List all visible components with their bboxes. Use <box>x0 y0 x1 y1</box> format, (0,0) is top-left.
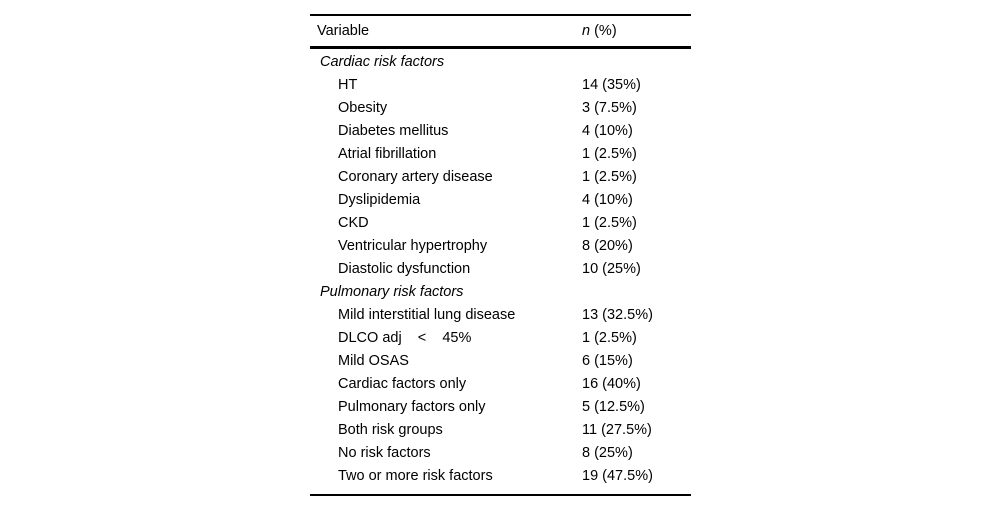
row-label: Coronary artery disease <box>338 169 493 185</box>
table-row: Pulmonary factors only 5 (12.5%) <box>310 396 691 419</box>
row-value: 3 (7.5%) <box>582 100 637 116</box>
row-label: Cardiac factors only <box>338 376 467 392</box>
row-label: No risk factors <box>338 445 431 461</box>
row-label: Both risk groups <box>338 422 443 438</box>
row-label: Obesity <box>338 100 388 116</box>
row-value: 16 (40%) <box>582 376 641 392</box>
row-value: 1 (2.5%) <box>582 330 637 346</box>
table-row: Obesity 3 (7.5%) <box>310 97 691 120</box>
row-label: Pulmonary factors only <box>338 399 486 415</box>
table-row: Cardiac risk factors <box>310 51 691 74</box>
table-row: Dyslipidemia 4 (10%) <box>310 189 691 212</box>
table-row: Coronary artery disease 1 (2.5%) <box>310 166 691 189</box>
column-header-n-rest: (%) <box>590 23 617 39</box>
column-header-n-italic: n <box>582 23 591 39</box>
column-header-n-pct: n (%) <box>582 23 617 39</box>
row-label: Dyslipidemia <box>338 192 421 208</box>
table-row: Diabetes mellitus 4 (10%) <box>310 120 691 143</box>
row-label: CKD <box>338 215 369 231</box>
row-label: Two or more risk factors <box>338 468 493 484</box>
row-value: 5 (12.5%) <box>582 399 645 415</box>
row-value: 8 (20%) <box>582 238 633 254</box>
table-row: Atrial fibrillation 1 (2.5%) <box>310 143 691 166</box>
table-row: Cardiac factors only 16 (40%) <box>310 373 691 396</box>
table-row: Both risk groups 11 (27.5%) <box>310 419 691 442</box>
table-row: Pulmonary risk factors <box>310 281 691 304</box>
table-row: HT 14 (35%) <box>310 74 691 97</box>
row-value: 1 (2.5%) <box>582 146 637 162</box>
row-value: 1 (2.5%) <box>582 169 637 185</box>
row-label: Atrial fibrillation <box>338 146 437 162</box>
row-label: Cardiac risk factors <box>320 54 445 70</box>
table-row: Two or more risk factors 19 (47.5%) <box>310 465 691 488</box>
row-label: HT <box>338 77 358 93</box>
risk-factors-table: Variable n (%) Cardiac risk factors HT 1… <box>310 14 691 496</box>
row-label: Diastolic dysfunction <box>338 261 471 277</box>
table-row: DLCO adj < 45% 1 (2.5%) <box>310 327 691 350</box>
table-body: Cardiac risk factors HT 14 (35%) Obesity… <box>310 49 691 494</box>
row-label: Pulmonary risk factors <box>320 284 464 300</box>
table-row: Mild OSAS 6 (15%) <box>310 350 691 373</box>
row-value: 4 (10%) <box>582 192 633 208</box>
row-label: Mild interstitial lung disease <box>338 307 516 323</box>
table-row: Ventricular hypertrophy 8 (20%) <box>310 235 691 258</box>
row-label: Ventricular hypertrophy <box>338 238 488 254</box>
row-value: 13 (32.5%) <box>582 307 653 323</box>
row-value: 4 (10%) <box>582 123 633 139</box>
row-value: 19 (47.5%) <box>582 468 653 484</box>
column-header-variable: Variable <box>317 23 370 39</box>
row-value: 14 (35%) <box>582 77 641 93</box>
table-header-row: Variable n (%) <box>310 16 691 49</box>
row-value: 10 (25%) <box>582 261 641 277</box>
row-value: 11 (27.5%) <box>582 422 652 438</box>
table-row: Mild interstitial lung disease 13 (32.5%… <box>310 304 691 327</box>
row-label: Diabetes mellitus <box>338 123 449 139</box>
row-label: DLCO adj < 45% <box>338 330 472 346</box>
table-row: Diastolic dysfunction 10 (25%) <box>310 258 691 281</box>
row-value: 8 (25%) <box>582 445 633 461</box>
row-value: 6 (15%) <box>582 353 633 369</box>
row-label: Mild OSAS <box>338 353 409 369</box>
table-row: No risk factors 8 (25%) <box>310 442 691 465</box>
row-value: 1 (2.5%) <box>582 215 637 231</box>
table-row: CKD 1 (2.5%) <box>310 212 691 235</box>
